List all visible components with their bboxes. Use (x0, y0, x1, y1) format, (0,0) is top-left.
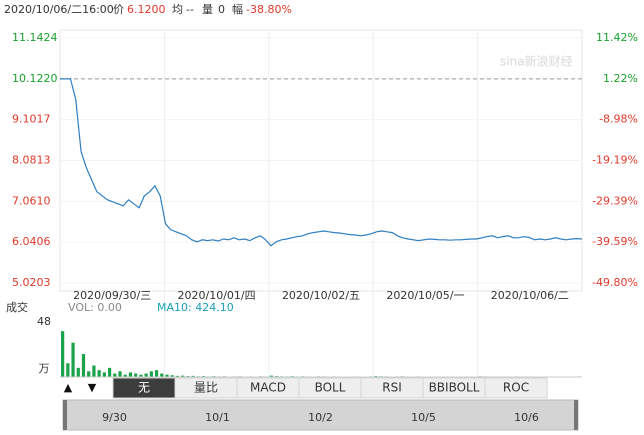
navigator-label: 9/30 (102, 411, 127, 424)
arrow-button[interactable]: ▲ (64, 381, 73, 394)
volume-bar (144, 373, 148, 377)
volume-unit: 万 (39, 362, 50, 375)
tab-label[interactable]: BBIBOLL (429, 381, 480, 395)
volume-bar (76, 367, 80, 377)
y2-tick-label: 1.22% (603, 72, 638, 85)
x-tick-label: 2020/10/05/一 (386, 289, 464, 302)
volume-bar (181, 375, 185, 377)
navigator-handle[interactable] (63, 400, 67, 430)
volume-bar (123, 374, 127, 377)
header-datetime: 2020/10/06/二16:00 (4, 3, 114, 16)
navigator-label: 10/1 (205, 411, 230, 424)
header-vol: 0 (218, 3, 225, 16)
volume-bar (149, 371, 153, 377)
y2-tick-label: -29.39% (592, 194, 638, 207)
y-tick-label: 11.1424 (12, 31, 58, 44)
tab-label[interactable]: BOLL (315, 381, 346, 395)
navigator-label: 10/5 (411, 411, 436, 424)
volume-bar (113, 373, 117, 377)
volume-bar (81, 354, 86, 377)
navigator-handle[interactable] (574, 400, 578, 430)
y-tick-label: 5.0203 (12, 276, 51, 289)
tab-label[interactable]: RSI (382, 381, 402, 395)
header-avg-label: 均 (172, 3, 183, 16)
y-tick-label: 8.0813 (12, 154, 51, 167)
header-amp: -38.80% (246, 3, 292, 16)
volume-bar (97, 370, 101, 377)
volume-bar (87, 371, 91, 377)
x-tick-label: 2020/10/06/二 (491, 289, 569, 302)
volume-tick-label: 48 (37, 315, 51, 328)
header-amp-label: 幅 (232, 3, 243, 16)
volume-title: 成交 (6, 300, 28, 314)
volume-bar (128, 372, 133, 377)
tab-label[interactable]: 无 (138, 381, 150, 395)
volume-bar (118, 371, 122, 377)
navigator-label: 10/2 (308, 411, 333, 424)
x-tick-label: 2020/10/01/四 (178, 289, 256, 302)
volume-bar (92, 365, 96, 377)
arrow-button[interactable]: ▼ (88, 381, 97, 394)
tab-label[interactable]: 量比 (194, 381, 218, 395)
volume-bar (165, 374, 169, 377)
y2-tick-label: -19.19% (592, 154, 638, 167)
y-tick-label: 10.1220 (12, 72, 58, 85)
y-tick-label: 6.0406 (12, 235, 51, 248)
volume-bar (154, 370, 159, 377)
header-avg: -- (186, 3, 194, 16)
volume-bar (160, 373, 164, 377)
y-tick-label: 9.1017 (12, 113, 51, 126)
y2-tick-label: -8.98% (599, 113, 638, 126)
volume-text: VOL: 0.00 (68, 301, 122, 314)
volume-bar (191, 375, 195, 377)
header-vol-label: 量 (202, 3, 213, 16)
y-tick-label: 7.0610 (12, 194, 51, 207)
volume-bar (269, 375, 274, 377)
navigator (62, 399, 579, 431)
volume-bar (170, 375, 174, 377)
volume-bar (175, 375, 180, 377)
price-line (60, 78, 583, 247)
x-tick-label: 2020/09/30/三 (73, 289, 151, 302)
tab-label[interactable]: ROC (503, 381, 529, 395)
y2-tick-label: -39.59% (592, 235, 638, 248)
watermark: sina新浪财经 (500, 54, 573, 69)
volume-bar (66, 363, 70, 377)
header-price: 6.1200 (127, 3, 166, 16)
volume-bar (134, 373, 138, 377)
navigator-label: 10/6 (514, 411, 539, 424)
volume-bar (71, 342, 75, 377)
volume-bar (102, 372, 106, 377)
y2-tick-label: 11.42% (596, 31, 638, 44)
volume-bar (139, 374, 143, 377)
volume-bar (61, 331, 65, 377)
tab-label[interactable]: MACD (250, 381, 286, 395)
tab[interactable] (484, 377, 548, 399)
y2-tick-label: -49.80% (592, 276, 638, 289)
volume-bar (107, 367, 112, 377)
x-tick-label: 2020/10/02/五 (282, 289, 360, 302)
header-price-label: 价 (113, 3, 124, 16)
ma-text: MA10: 424.10 (157, 301, 234, 314)
